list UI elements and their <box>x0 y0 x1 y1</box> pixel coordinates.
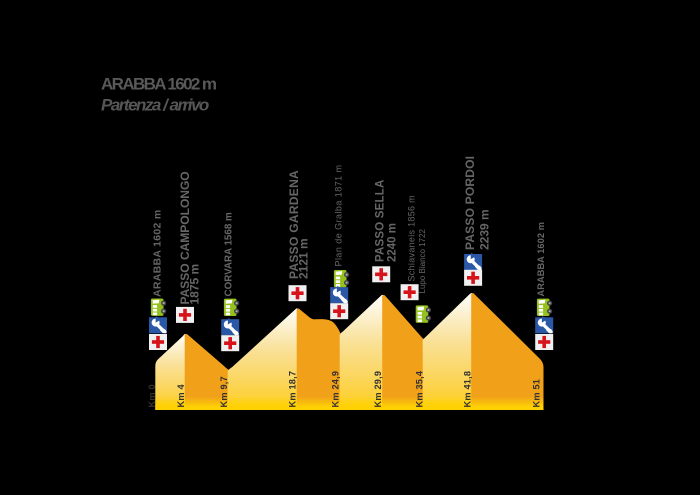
svg-text:PASSO GARDENA: PASSO GARDENA <box>287 170 301 279</box>
svg-text:Km 41,8: Km 41,8 <box>463 371 473 408</box>
svg-text:ARABBA 1602 m: ARABBA 1602 m <box>536 222 546 296</box>
svg-text:CORVARA 1568 m: CORVARA 1568 m <box>224 212 235 296</box>
svg-text:PASSO CAMPOLONGO: PASSO CAMPOLONGO <box>178 171 192 304</box>
svg-text:Lupo Bianco 1722: Lupo Bianco 1722 <box>418 228 427 293</box>
svg-text:Km 0: Km 0 <box>147 384 157 407</box>
svg-text:Km 18,7: Km 18,7 <box>288 371 298 408</box>
svg-text:PASSO PORDOI: PASSO PORDOI <box>463 156 477 250</box>
svg-text:1875 m: 1875 m <box>188 264 202 305</box>
svg-text:2121 m: 2121 m <box>297 238 311 279</box>
svg-text:ARABBA 1602 m: ARABBA 1602 m <box>101 75 217 94</box>
svg-text:Km 4: Km 4 <box>176 384 186 408</box>
svg-text:Partenza / arrivo: Partenza / arrivo <box>101 96 209 115</box>
svg-text:PASSO SELLA: PASSO SELLA <box>375 180 387 263</box>
svg-text:2240 m: 2240 m <box>387 223 399 262</box>
svg-text:Schiavaneis 1856 m: Schiavaneis 1856 m <box>407 195 417 281</box>
svg-text:Km 24,9: Km 24,9 <box>331 371 341 408</box>
svg-text:Km 29,9: Km 29,9 <box>373 371 383 408</box>
svg-text:Km 35,4: Km 35,4 <box>415 370 425 407</box>
svg-text:Km 51: Km 51 <box>532 379 542 408</box>
svg-text:2239 m: 2239 m <box>478 209 492 250</box>
svg-text:ARABBA 1602 m: ARABBA 1602 m <box>152 209 164 297</box>
svg-text:Km 9,7: Km 9,7 <box>219 376 229 407</box>
svg-text:Plan de Gralba 1871 m: Plan de Gralba 1871 m <box>334 164 344 266</box>
